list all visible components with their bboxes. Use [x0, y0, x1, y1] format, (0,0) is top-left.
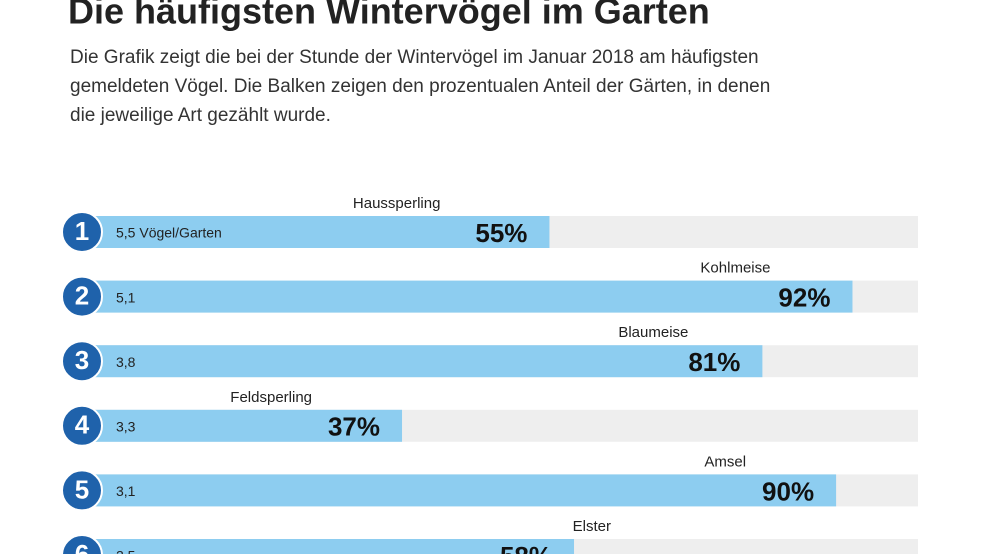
- per-garden-label: 2,5: [116, 548, 136, 554]
- value-label: 55%: [475, 218, 527, 248]
- rank-label: 2: [75, 280, 89, 310]
- value-label: 81%: [688, 347, 740, 377]
- rank-badge: [61, 404, 103, 447]
- subtitle: Die Grafik zeigt die bei der Stunde der …: [70, 47, 759, 68]
- rank-badge: [61, 211, 103, 253]
- rank-badge: [61, 469, 103, 512]
- rank-label: 1: [75, 216, 89, 246]
- per-garden-label: 3,3: [116, 419, 136, 435]
- value-label: 37%: [328, 412, 380, 442]
- bird-name: Haussperling: [353, 195, 441, 212]
- per-garden-label: 3,1: [116, 483, 136, 499]
- bar: [84, 345, 763, 378]
- rank-badge: [61, 275, 103, 318]
- per-garden-label: 5,5 Vögel/Garten: [116, 225, 222, 241]
- subtitle: gemeldeten Vögel. Die Balken zeigen den …: [70, 76, 770, 97]
- rank-label: 4: [75, 410, 90, 440]
- bird-name: Elster: [573, 518, 611, 535]
- rank-label: 5: [75, 474, 89, 504]
- bar: [84, 409, 403, 442]
- bar: [84, 216, 550, 248]
- bar: [84, 280, 853, 313]
- per-garden-label: 5,1: [116, 289, 136, 305]
- bird-name: Amsel: [704, 453, 746, 470]
- subtitle: die jeweilige Art gezählt wurde.: [70, 105, 331, 126]
- bird-name: Feldsperling: [230, 389, 312, 406]
- rank-badge: [61, 340, 103, 383]
- rank-label: 3: [75, 345, 89, 375]
- bar: [84, 474, 837, 507]
- bird-name: Kohlmeise: [700, 260, 770, 277]
- bird-name: Blaumeise: [618, 324, 688, 341]
- value-label: 90%: [762, 476, 814, 506]
- value-label: 92%: [778, 282, 830, 312]
- chart-title: Die häufigsten Wintervögel im Garten: [68, 0, 710, 32]
- rank-label: 6: [75, 539, 89, 554]
- per-garden-label: 3,8: [116, 354, 136, 370]
- value-label: 58%: [500, 541, 552, 554]
